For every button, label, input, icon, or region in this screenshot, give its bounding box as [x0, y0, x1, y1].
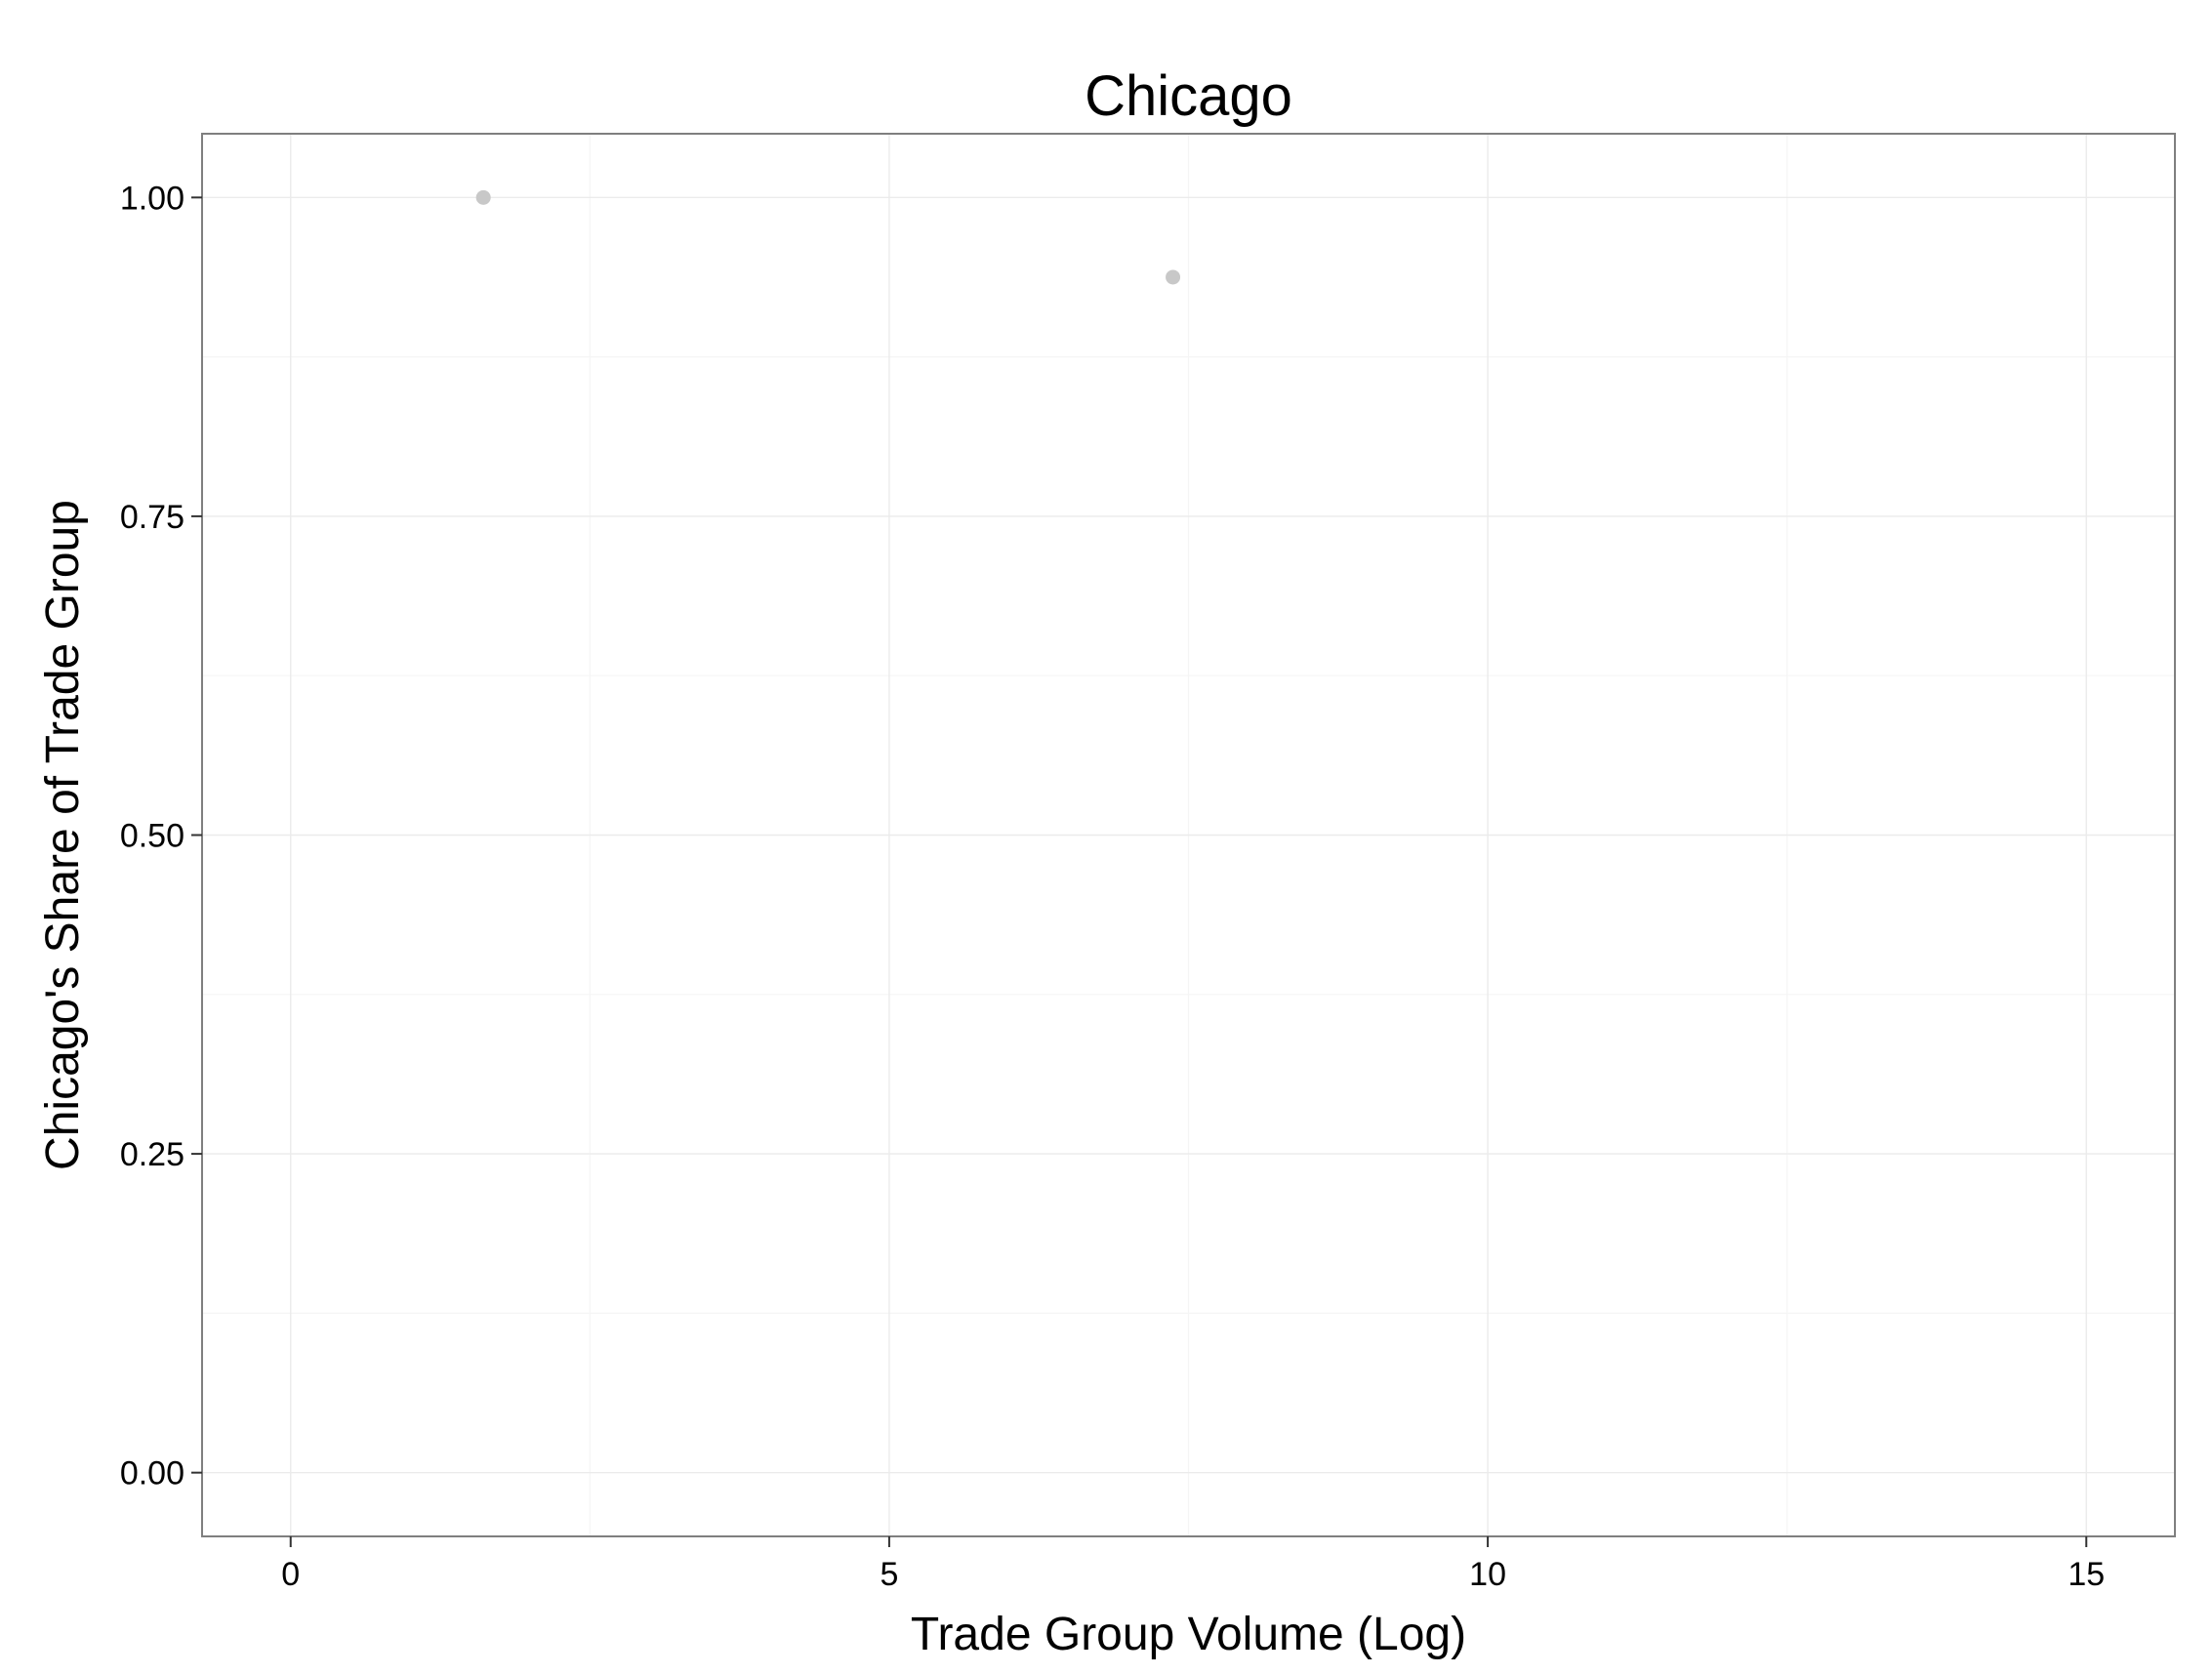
- y-tick-label: 0.25: [120, 1136, 184, 1173]
- x-axis-title: Trade Group Volume (Log): [911, 1609, 1466, 1660]
- x-tick-label: 15: [2068, 1556, 2105, 1593]
- x-tick-label: 5: [880, 1556, 898, 1593]
- y-axis-title: Chicago's Share of Trade Group: [37, 500, 89, 1170]
- y-axis: 0.00 0.25 0.50 0.75 1.00: [120, 180, 202, 1492]
- data-point: [475, 189, 491, 205]
- data-point: [1166, 269, 1181, 285]
- y-tick-label: 0.50: [120, 818, 184, 855]
- y-tick-label: 0.00: [120, 1455, 184, 1492]
- data-points: [475, 189, 1181, 285]
- x-axis: 0 5 10 15: [281, 1536, 2105, 1593]
- major-gridlines: [202, 134, 2175, 1536]
- chart-title: Chicago: [1085, 64, 1292, 128]
- x-tick-label: 10: [1469, 1556, 1506, 1593]
- y-tick-label: 1.00: [120, 180, 184, 217]
- x-tick-label: 0: [281, 1556, 300, 1593]
- y-tick-label: 0.75: [120, 499, 184, 536]
